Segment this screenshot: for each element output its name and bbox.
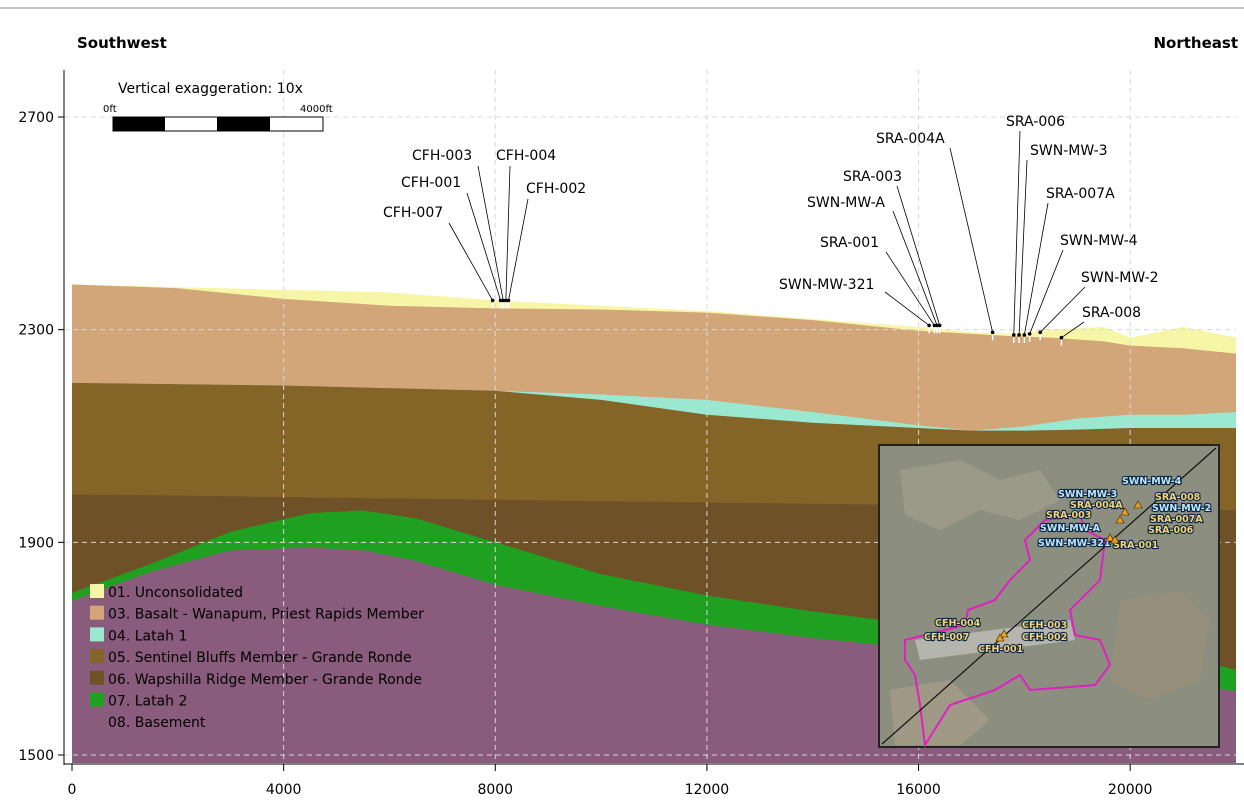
well-leader-line bbox=[1019, 160, 1027, 335]
well-point bbox=[927, 324, 931, 328]
scale-bar-end-label: 4000ft bbox=[300, 104, 333, 115]
legend-swatch bbox=[90, 671, 104, 685]
scale-bar-title: Vertical exaggeration: 10x bbox=[118, 81, 303, 97]
inset-map-well-label: SWN-MW-2 bbox=[1152, 503, 1211, 514]
x-tick-label: 8000 bbox=[477, 782, 513, 798]
well-leader-line bbox=[509, 199, 529, 300]
legend-swatch bbox=[90, 606, 104, 620]
inset-map-well-label: SWN-MW-A bbox=[1040, 523, 1101, 534]
legend-swatch bbox=[90, 649, 104, 663]
well-leader-line bbox=[506, 166, 510, 300]
direction-label-northeast: Northeast bbox=[1154, 34, 1239, 52]
x-tick-label: 12000 bbox=[685, 782, 730, 798]
well-point bbox=[1038, 331, 1042, 335]
inset-map-well-label: CFH-007 bbox=[924, 632, 969, 643]
well-leader-line bbox=[1014, 131, 1020, 335]
legend-swatch bbox=[90, 693, 104, 707]
well-label: SWN-MW-3 bbox=[1030, 143, 1108, 159]
legend-swatch bbox=[90, 714, 104, 728]
x-tick-label: 16000 bbox=[896, 782, 941, 798]
well-leader-line bbox=[885, 292, 929, 325]
well-label: SWN-MW-4 bbox=[1060, 233, 1138, 249]
well-label: SRA-008 bbox=[1082, 305, 1141, 321]
well-point bbox=[1028, 332, 1032, 336]
legend-label: 04. Latah 1 bbox=[108, 628, 187, 644]
well-leader-line bbox=[886, 252, 934, 325]
well-label: SRA-007A bbox=[1046, 186, 1115, 202]
inset-map-well-label: SRA-001 bbox=[1113, 540, 1158, 551]
well-leader-line bbox=[1030, 250, 1063, 334]
scale-bar: Vertical exaggeration: 10x 0ft 4000ft bbox=[103, 81, 333, 131]
well-label: SRA-001 bbox=[820, 235, 879, 251]
y-tick-label: 1500 bbox=[18, 748, 54, 764]
y-axis-ticks: 1500 1900 2300 2700 bbox=[18, 110, 64, 764]
scale-bar-start-label: 0ft bbox=[103, 104, 117, 115]
well-leader-line bbox=[449, 223, 493, 300]
well-label: SRA-003 bbox=[843, 169, 902, 185]
well-point bbox=[491, 299, 495, 303]
inset-map-well-label: SWN-MW-3 bbox=[1058, 489, 1117, 500]
inset-map-well-label: SRA-008 bbox=[1155, 492, 1201, 503]
inset-map-well-label: CFH-004 bbox=[935, 618, 981, 629]
well-point bbox=[1023, 333, 1027, 337]
well-label: SWN-MW-A bbox=[807, 195, 885, 211]
well-leader-line bbox=[950, 148, 993, 332]
well-label: SWN-MW-2 bbox=[1081, 270, 1159, 286]
well-leader-line bbox=[478, 166, 503, 300]
inset-map-well-label: SWN-MW-4 bbox=[1122, 476, 1182, 487]
direction-label-southwest: Southwest bbox=[77, 34, 167, 52]
legend-label: 03. Basalt - Wanapum, Priest Rapids Memb… bbox=[108, 607, 424, 623]
well-label: SRA-006 bbox=[1006, 114, 1065, 130]
y-tick-label: 1900 bbox=[18, 535, 54, 551]
inset-map: SWN-MW-4SWN-MW-3SRA-004ASRA-003SRA-008SW… bbox=[879, 445, 1219, 747]
legend-swatch bbox=[90, 584, 104, 598]
inset-map-well-label: CFH-003 bbox=[1022, 620, 1067, 631]
inset-map-well-label: SRA-003 bbox=[1046, 510, 1091, 521]
inset-map-well-label: SWN-MW-321 bbox=[1038, 538, 1111, 549]
well-label: CFH-003 bbox=[412, 148, 472, 164]
well-point bbox=[938, 324, 942, 328]
legend-label: 06. Wapshilla Ridge Member - Grande Rond… bbox=[108, 672, 422, 688]
well-point bbox=[1060, 336, 1064, 340]
x-tick-label: 20000 bbox=[1108, 782, 1153, 798]
well-leader-line bbox=[1024, 203, 1048, 335]
well-label: CFH-004 bbox=[496, 148, 556, 164]
well-point bbox=[991, 331, 995, 335]
x-tick-label: 4000 bbox=[266, 782, 302, 798]
legend-label: 07. Latah 2 bbox=[108, 694, 187, 710]
well-point bbox=[1012, 333, 1016, 337]
scale-bar-segment-3 bbox=[217, 117, 270, 131]
scale-bar-segment-1 bbox=[113, 117, 165, 131]
inset-map-well-label: CFH-002 bbox=[1022, 632, 1067, 643]
legend-label: 08. Basement bbox=[108, 715, 206, 731]
y-tick-label: 2300 bbox=[18, 323, 54, 339]
x-tick-label: 0 bbox=[68, 782, 77, 798]
y-tick-label: 2700 bbox=[18, 110, 54, 126]
x-axis-ticks: 0 4000 8000 12000 16000 20000 bbox=[68, 764, 1153, 798]
legend-label: 01. Unconsolidated bbox=[108, 585, 243, 601]
well-label: CFH-002 bbox=[526, 181, 586, 197]
well-label: CFH-001 bbox=[401, 175, 461, 191]
inset-map-well-label: SRA-007A bbox=[1150, 514, 1203, 525]
well-point bbox=[1017, 333, 1021, 337]
well-label: CFH-007 bbox=[383, 205, 443, 221]
well-leader-line bbox=[893, 211, 937, 325]
well-label: SRA-004A bbox=[876, 131, 945, 147]
inset-map-well-label: SRA-006 bbox=[1148, 525, 1194, 536]
legend-label: 05. Sentinel Bluffs Member - Grande Rond… bbox=[108, 650, 412, 666]
well-point bbox=[507, 299, 511, 303]
legend-swatch bbox=[90, 627, 104, 641]
inset-map-well-label: CFH-001 bbox=[978, 644, 1023, 655]
well-label: SWN-MW-321 bbox=[779, 277, 874, 293]
